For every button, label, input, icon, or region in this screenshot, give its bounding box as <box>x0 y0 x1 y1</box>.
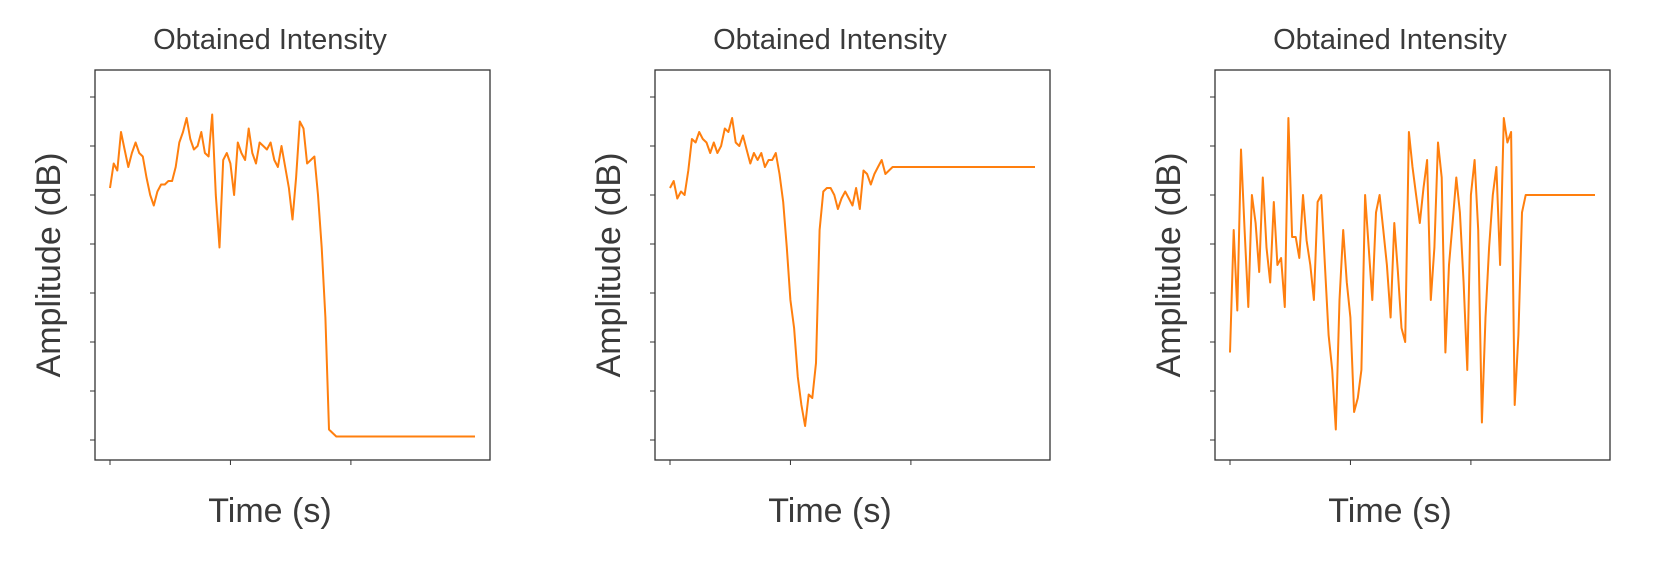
plot-area <box>90 69 491 465</box>
plot-frame <box>94 69 491 461</box>
x-axis-label: Time (s) <box>208 492 332 530</box>
chart-title: Obtained Intensity <box>153 24 387 56</box>
x-axis-label: Time (s) <box>768 492 892 530</box>
x-axis-label: Time (s) <box>1328 492 1452 530</box>
y-axis-label: Amplitude (dB) <box>590 152 628 378</box>
plot-area <box>1210 69 1611 465</box>
y-axis-label: Amplitude (dB) <box>30 152 68 378</box>
series-line <box>669 117 1035 427</box>
chart-panel-3: Obtained Intensity Time (s) Amplitude (d… <box>1120 0 1660 563</box>
plot-frame <box>1214 69 1611 461</box>
plot-area <box>650 69 1051 465</box>
chart-panel-2: Obtained Intensity Time (s) Amplitude (d… <box>560 0 1100 563</box>
y-axis-label: Amplitude (dB) <box>1150 152 1188 378</box>
series-line <box>1229 117 1595 431</box>
chart-panel-1: Obtained Intensity Time (s) Amplitude (d… <box>0 0 540 563</box>
series-line <box>109 113 475 438</box>
chart-title: Obtained Intensity <box>1273 24 1507 56</box>
plot-frame <box>654 69 1051 461</box>
chart-title: Obtained Intensity <box>713 24 947 56</box>
